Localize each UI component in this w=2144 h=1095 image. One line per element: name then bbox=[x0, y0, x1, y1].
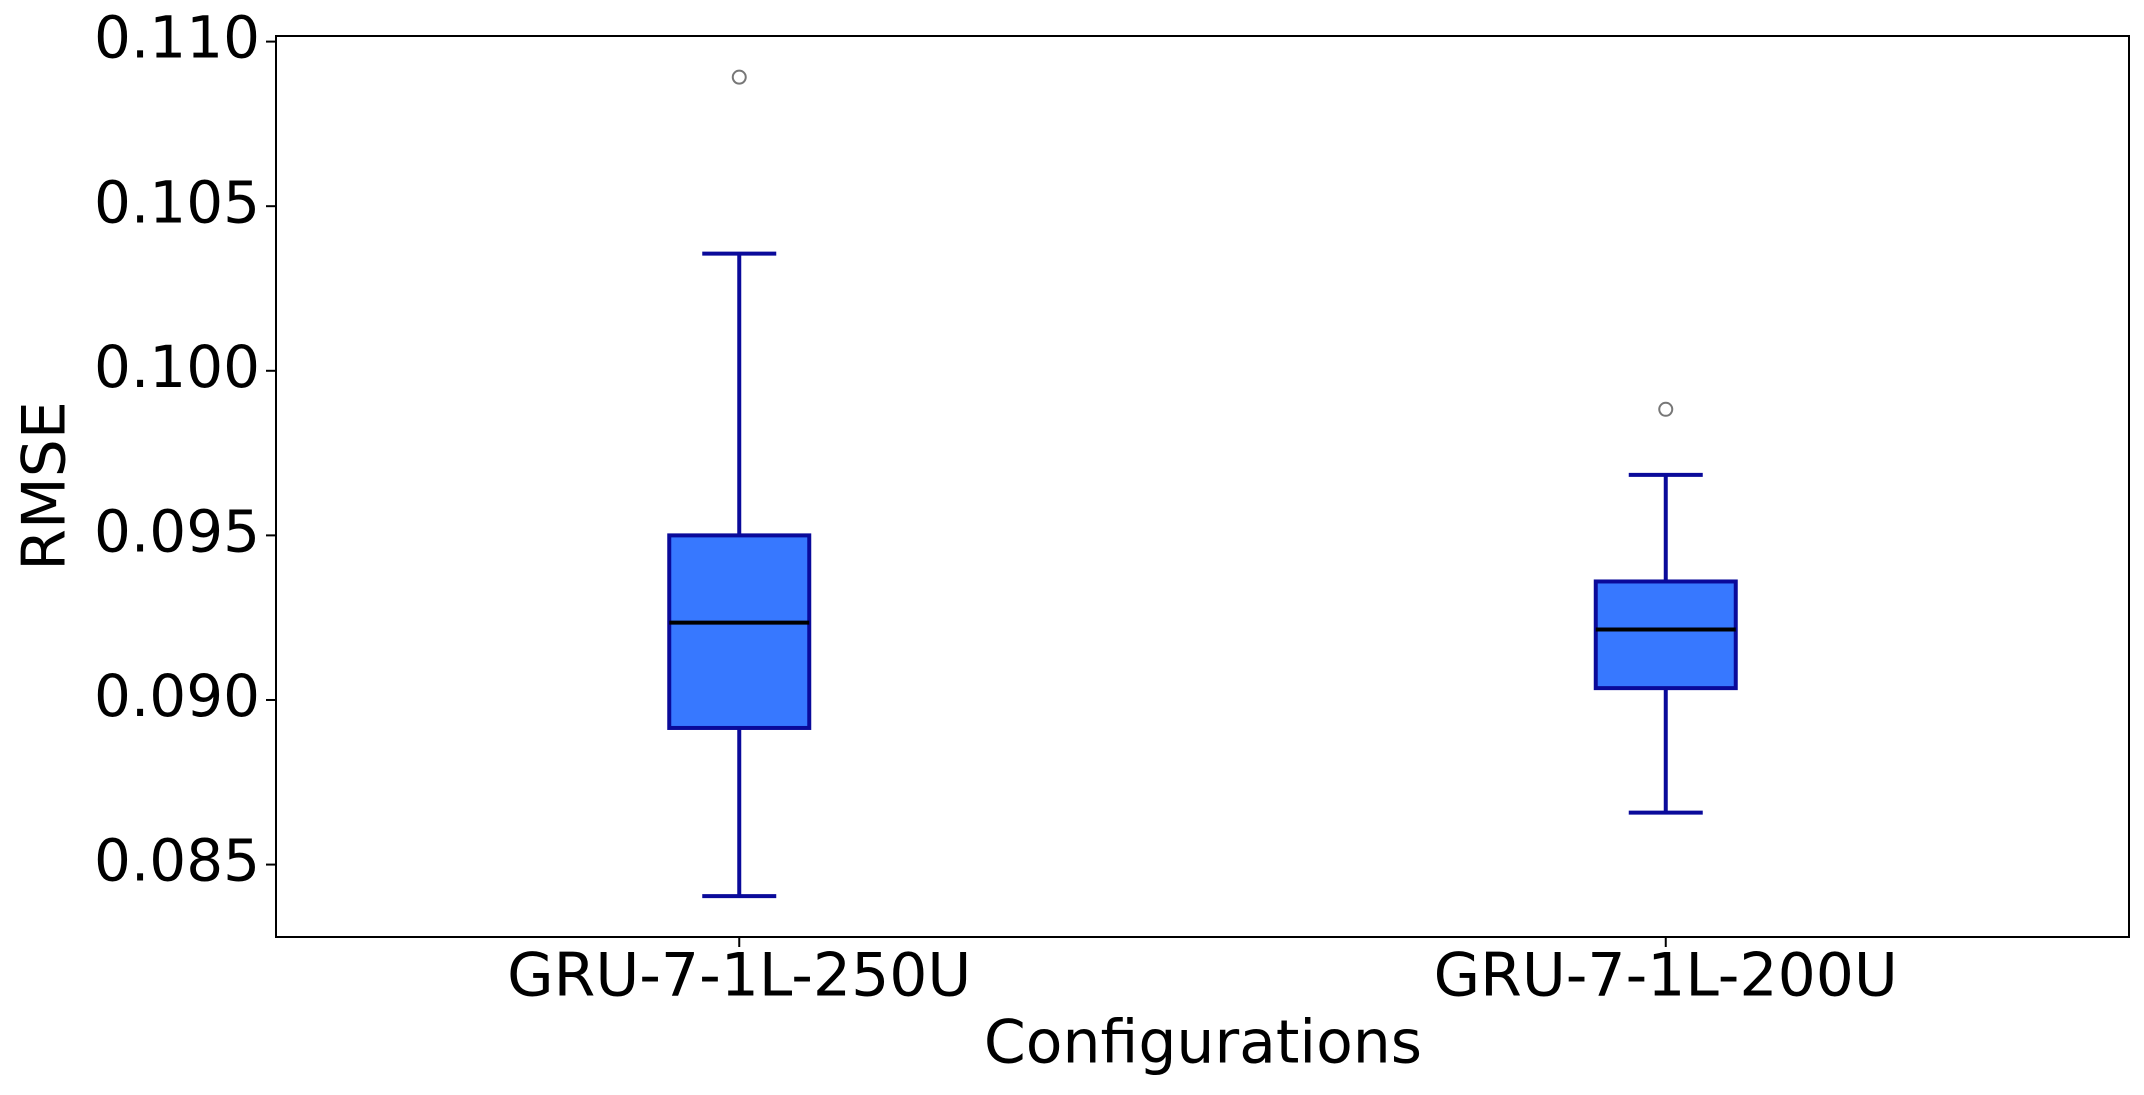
box bbox=[1593, 579, 1738, 691]
x-tick-label: GRU-7-1L-200U bbox=[1434, 941, 1898, 1011]
x-tick-label: GRU-7-1L-250U bbox=[507, 941, 971, 1011]
flier bbox=[1658, 401, 1674, 417]
plot-frame bbox=[275, 35, 2130, 938]
y-tick-label: 0.100 bbox=[94, 333, 260, 401]
x-axis-label: Configurations bbox=[984, 1008, 1422, 1078]
y-tick-label: 0.095 bbox=[94, 497, 260, 565]
y-tick-label: 0.110 bbox=[94, 4, 260, 72]
y-tick-label: 0.085 bbox=[94, 827, 260, 895]
y-tick-label: 0.090 bbox=[94, 662, 260, 730]
y-tick-label: 0.105 bbox=[94, 168, 260, 236]
box bbox=[667, 533, 812, 730]
flier bbox=[731, 69, 747, 85]
y-axis-label: RMSE bbox=[10, 401, 80, 570]
